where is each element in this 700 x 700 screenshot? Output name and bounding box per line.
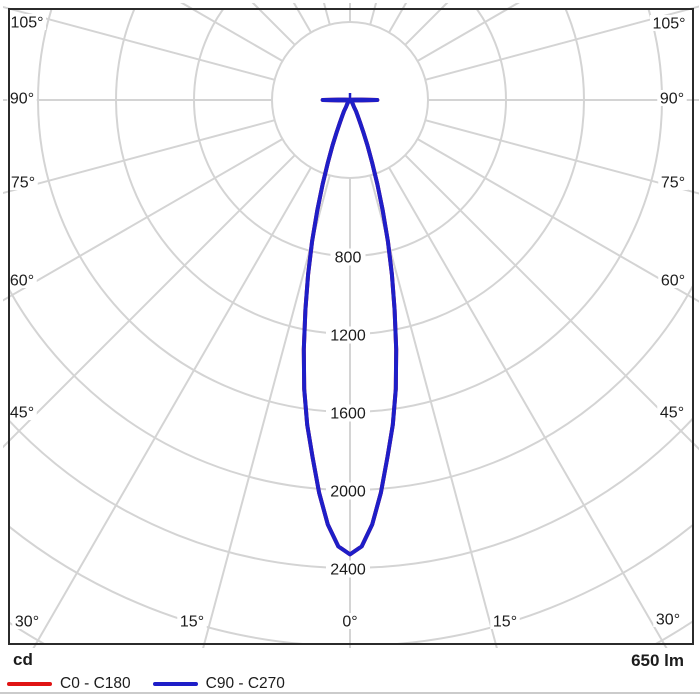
legend-label-c0-c180: C0 - C180: [60, 675, 131, 692]
angle-grid-line: [3, 5, 275, 81]
ring-label: 1600: [330, 406, 366, 423]
angle-grid-line: [32, 167, 312, 648]
angle-grid-line: [404, 154, 699, 451]
angle-label: 0°: [342, 614, 357, 631]
legend-line-c90-c270-icon: [152, 682, 198, 686]
angle-grid-line: [3, 119, 275, 195]
angle-label: 30°: [656, 612, 680, 629]
angle-label: 45°: [10, 405, 34, 422]
angle-label: 90°: [660, 91, 684, 108]
angle-grid-lines: [3, 3, 699, 648]
ring-label-mask: [326, 560, 370, 578]
angle-label: 90°: [10, 91, 34, 108]
angle-label-mask: [490, 613, 520, 629]
angle-label-mask: [177, 613, 207, 629]
angle-label: 105°: [652, 16, 685, 33]
polar-chart-canvas: 800 1200 1600 2000 2400 105° 90° 75° 60° 45° 30° 15…: [3, 3, 699, 648]
angle-grid-line: [369, 175, 498, 648]
angle-label-mask: [657, 90, 687, 106]
ring-label-mask: [326, 482, 370, 500]
angle-label-mask: [657, 404, 687, 420]
legend-item-c90-c270: C90 - C270: [152, 675, 285, 693]
angle-label-mask: [650, 15, 688, 31]
intensity-curve-c90-c270: [301, 97, 399, 557]
page-bottom-rule: [0, 692, 700, 694]
angle-grid-line: [3, 154, 296, 449]
units-label: cd: [13, 650, 33, 669]
angle-label: 75°: [11, 175, 35, 192]
angle-label: 45°: [660, 405, 684, 422]
ring-label: 800: [335, 250, 362, 267]
angle-grid-line: [202, 175, 331, 648]
angle-grid-line: [425, 5, 699, 81]
ring-label: 2000: [330, 484, 366, 501]
ring-label-mask: [326, 404, 370, 422]
angle-label: 30°: [15, 614, 39, 631]
angle-label-mask: [339, 613, 361, 629]
ring-label-mask: [330, 248, 366, 266]
intensity-curves: [301, 93, 399, 557]
angle-label-mask: [8, 174, 38, 190]
legend-label-c90-c270: C90 - C270: [205, 675, 285, 692]
angle-grid-line: [417, 138, 699, 303]
ring-labels: 800 1200 1600 2000 2400: [326, 248, 370, 579]
ring-label: 1200: [330, 328, 366, 345]
angle-label-mask: [7, 404, 37, 420]
angle-label: 60°: [661, 273, 685, 290]
legend-item-c0-c180: C0 - C180: [7, 675, 131, 693]
ring-label: 2400: [330, 562, 366, 579]
angle-grid-line: [388, 167, 668, 648]
intensity-ring: [271, 21, 429, 179]
angle-label-mask: [8, 14, 46, 30]
angle-grid-line: [3, 138, 283, 302]
angle-label: 75°: [661, 175, 685, 192]
angle-label-mask: [658, 272, 688, 288]
angle-label: 15°: [493, 614, 517, 631]
angle-label-mask: [7, 90, 37, 106]
luminous-flux-label: 650 lm: [631, 651, 684, 670]
angle-label-mask: [12, 613, 42, 629]
angle-label-mask: [653, 611, 683, 627]
angle-label-mask: [658, 174, 688, 190]
angle-label: 60°: [10, 273, 34, 290]
legend-line-c0-c180-icon: [7, 682, 52, 686]
ring-label-mask: [326, 326, 370, 344]
legend: C0 - C180 C90 - C270: [7, 675, 307, 693]
angle-label: 15°: [180, 614, 204, 631]
angle-labels: 105° 90° 75° 60° 45° 30° 15° 0° 15° 30° 45° 60° 75° 9…: [7, 14, 688, 631]
chart-border: [8, 8, 694, 645]
angle-grid-line: [425, 119, 699, 195]
angle-label-mask: [7, 272, 37, 288]
angle-label: 105°: [10, 15, 43, 32]
